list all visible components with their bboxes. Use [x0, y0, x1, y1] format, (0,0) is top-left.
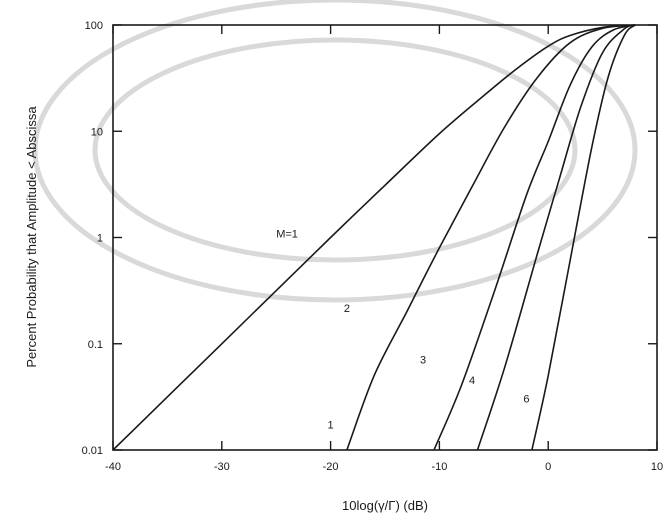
x-tick-label: -20 [323, 461, 339, 473]
y-axis-ticks: 0.01 0.1 1 10 100 [82, 20, 657, 457]
curve-m1 [112, 24, 636, 451]
curve-labels: M=1 2 3 4 6 [276, 229, 529, 406]
curve-2 [346, 24, 636, 451]
curves [112, 24, 636, 451]
y-tick-label: 1 [97, 233, 103, 245]
x-tick-label: -30 [214, 461, 230, 473]
y-tick-label: 0.01 [82, 445, 103, 457]
watermark-seal [32, 0, 638, 303]
curve-label: 3 [420, 355, 426, 367]
curve-3 [433, 24, 636, 451]
annotations: 1 [328, 419, 334, 431]
annotation-label: 1 [328, 419, 334, 431]
x-tick-label: 0 [545, 461, 551, 473]
curve-label: 2 [344, 303, 350, 315]
curve-label: 4 [469, 375, 475, 387]
y-tick-label: 100 [85, 20, 103, 32]
curve-label: 6 [523, 393, 529, 405]
x-axis-ticks: -40 -30 -20 -10 0 10 [105, 25, 663, 473]
x-axis-label: 10log(γ/Γ) (dB) [342, 498, 428, 513]
y-tick-label: 0.1 [88, 339, 103, 351]
y-tick-label: 10 [91, 126, 103, 138]
x-tick-label: 10 [651, 461, 663, 473]
y-axis-label: Percent Probability that Amplitude < Abs… [24, 106, 39, 368]
curve-label: M=1 [276, 229, 298, 241]
x-tick-label: -10 [431, 461, 447, 473]
x-tick-label: -40 [105, 461, 121, 473]
curve-4 [476, 24, 636, 451]
curve-6 [531, 24, 636, 451]
